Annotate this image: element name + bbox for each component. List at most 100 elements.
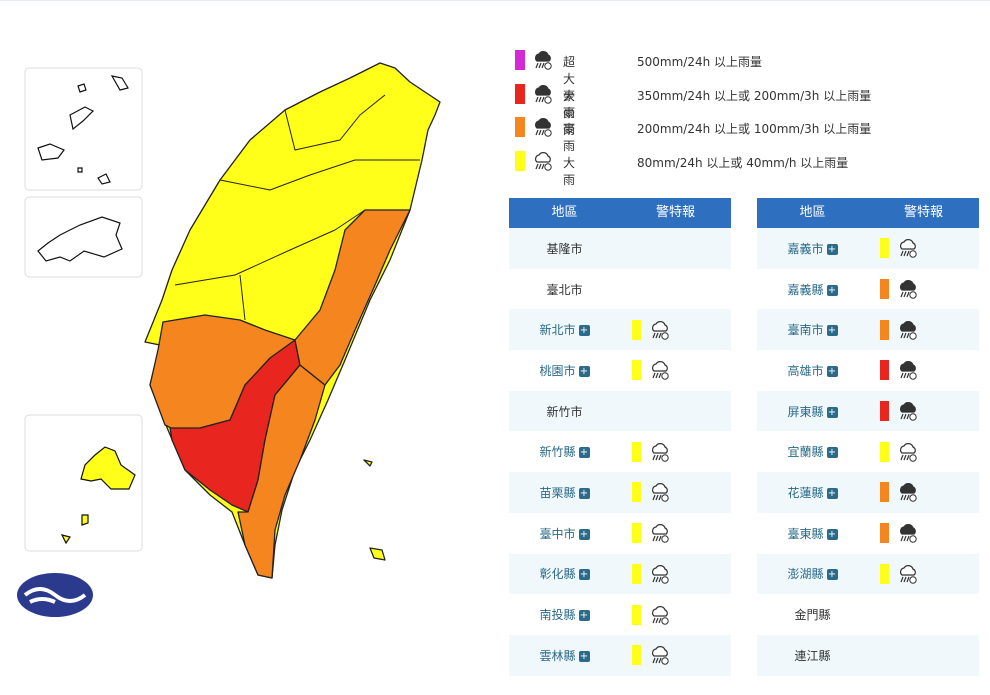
region-name: 花蓮縣 <box>787 485 824 500</box>
top-rule <box>0 0 990 1</box>
warning-cell <box>868 481 979 503</box>
expand-button[interactable]: + <box>578 610 590 622</box>
table-row: 彰化縣 + <box>509 553 731 595</box>
expand-button[interactable]: + <box>578 325 590 337</box>
expand-button[interactable]: + <box>578 650 590 662</box>
region-name: 新北市 <box>539 323 576 338</box>
warning-cell <box>620 319 731 341</box>
islet <box>363 459 373 467</box>
warning-cell <box>620 359 731 381</box>
expand-button[interactable]: + <box>826 406 838 418</box>
warning-swatch <box>880 523 889 544</box>
region-cell: 苗栗縣 + <box>509 484 620 501</box>
table-row: 臺南市 + <box>757 309 979 351</box>
region-cell: 南投縣 + <box>509 606 620 623</box>
expand-button[interactable]: + <box>826 284 838 296</box>
rain-icon <box>532 116 554 138</box>
expand-button[interactable]: + <box>578 528 590 540</box>
table-row: 桃園市 + <box>509 350 731 391</box>
table-body: 嘉義市 + 嘉義縣 + 臺南市 + 高雄市 + 屏東縣 + 宜蘭縣 + 花蓮縣 + 臺東縣 + 澎湖縣 + 金門縣連… <box>757 228 979 676</box>
region-cell: 新竹縣 + <box>509 443 620 460</box>
expand-button[interactable]: + <box>578 365 590 377</box>
warning-cell <box>868 563 979 585</box>
table-row: 嘉義市 + <box>757 228 979 269</box>
expand-button[interactable]: + <box>826 487 838 499</box>
region-cell: 屏東縣 + <box>757 403 868 420</box>
region-name: 金門縣 <box>794 608 831 623</box>
expand-button[interactable]: + <box>578 487 590 499</box>
rain-icon <box>649 481 671 503</box>
region-cell: 嘉義市 + <box>757 240 868 257</box>
region-cell: 連江縣 <box>757 647 868 664</box>
expand-button[interactable]: + <box>578 447 590 459</box>
region-name: 臺中市 <box>539 526 576 541</box>
region-name: 基隆市 <box>546 241 583 256</box>
table-row: 屏東縣 + <box>757 390 979 432</box>
expand-button[interactable]: + <box>826 528 838 540</box>
rain-icon <box>649 563 671 585</box>
table-row: 宜蘭縣 + <box>757 431 979 472</box>
warning-cell <box>620 604 731 626</box>
rain-icon <box>649 604 671 626</box>
region-cell: 新竹市 <box>509 403 620 420</box>
rain-icon <box>897 278 919 300</box>
rain-icon <box>897 359 919 381</box>
table-row: 金門縣 <box>757 594 979 635</box>
table-row: 新北市 + <box>509 309 731 351</box>
warning-cell <box>868 237 979 259</box>
region-cell: 臺東縣 + <box>757 525 868 542</box>
expand-button[interactable]: + <box>826 325 838 337</box>
warning-table: 地區 警特報 基隆市 臺北市 新北市 + 桃園市 + 新竹市 新竹縣 + 苗栗縣 + 臺中市 + 彰化縣 + 南投… <box>509 198 731 676</box>
expand-button[interactable]: + <box>826 365 838 377</box>
region-cell: 基隆市 <box>509 240 620 257</box>
warning-swatch <box>632 482 641 503</box>
table-row: 南投縣 + <box>509 594 731 635</box>
table-row: 澎湖縣 + <box>757 553 979 595</box>
warning-swatch <box>632 645 641 666</box>
legend-name: 豪雨 <box>563 122 576 154</box>
rain-icon <box>897 441 919 463</box>
warning-swatch <box>880 319 889 340</box>
region-cell: 宜蘭縣 + <box>757 443 868 460</box>
warning-swatch <box>880 563 889 584</box>
warning-swatch <box>880 279 889 300</box>
warning-swatch <box>880 360 889 381</box>
region-name: 彰化縣 <box>539 567 576 582</box>
islet <box>369 547 386 561</box>
region-cell: 彰化縣 + <box>509 565 620 582</box>
region-name: 澎湖縣 <box>787 567 824 582</box>
legend-name: 大雨 <box>563 156 576 188</box>
legend-swatch <box>515 151 525 172</box>
rain-icon <box>649 319 671 341</box>
header-cell: 警特報 <box>655 205 695 220</box>
warning-cell <box>620 441 731 463</box>
warning-cell <box>868 441 979 463</box>
rain-icon <box>897 400 919 422</box>
region-name: 雲林縣 <box>539 648 576 663</box>
expand-button[interactable]: + <box>578 569 590 581</box>
region-name: 桃園市 <box>539 363 576 378</box>
region-orange-east <box>294 209 411 386</box>
table-row: 花蓮縣 + <box>757 472 979 513</box>
region-name: 宜蘭縣 <box>787 445 824 460</box>
region-name: 新竹市 <box>546 404 583 419</box>
header-cell: 警特報 <box>903 205 943 220</box>
legend-description: 80mm/24h 以上或 40mm/h 以上雨量 <box>637 156 849 171</box>
expand-button[interactable]: + <box>826 447 838 459</box>
map <box>17 62 441 617</box>
region-cell: 嘉義縣 + <box>757 281 868 298</box>
region-name: 新竹縣 <box>539 445 576 460</box>
table-row: 嘉義縣 + <box>757 269 979 310</box>
table-row: 連江縣 <box>757 634 979 676</box>
warning-cell <box>868 278 979 300</box>
region-name: 屏東縣 <box>787 404 824 419</box>
region-cell: 臺南市 + <box>757 321 868 338</box>
expand-button[interactable]: + <box>826 569 838 581</box>
legend-description: 350mm/24h 以上或 200mm/3h 以上雨量 <box>637 88 872 103</box>
rain-icon <box>649 359 671 381</box>
warning-swatch <box>880 482 889 503</box>
region-cell: 臺中市 + <box>509 525 620 542</box>
expand-button[interactable]: + <box>826 243 838 255</box>
region-name: 嘉義市 <box>787 241 824 256</box>
